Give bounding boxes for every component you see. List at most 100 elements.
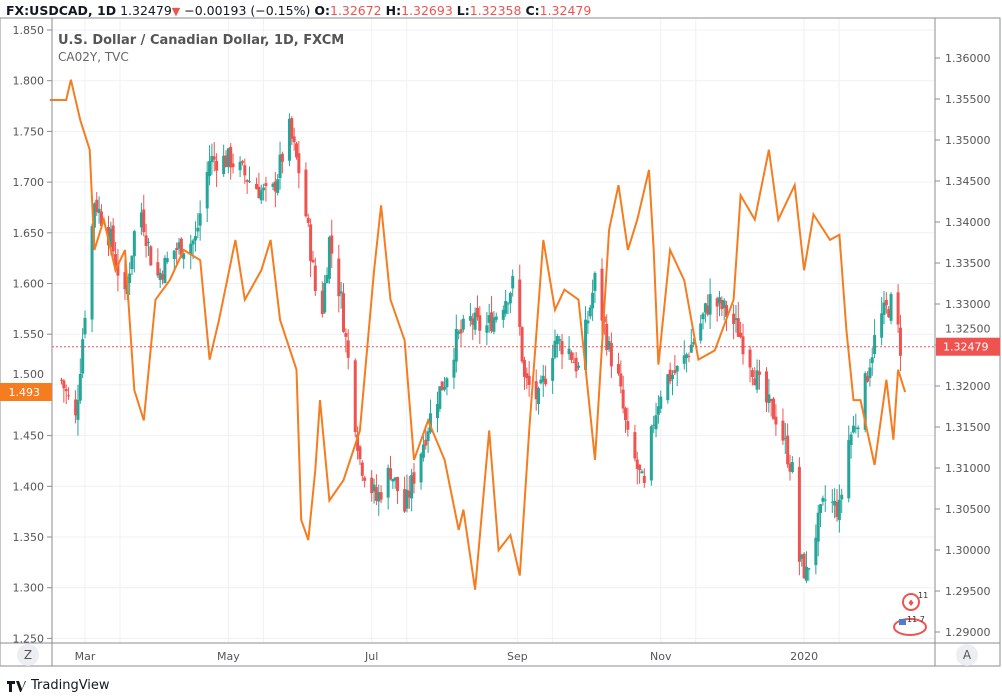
candle <box>280 151 284 174</box>
candle <box>490 296 494 334</box>
candle <box>363 475 367 488</box>
candle <box>741 323 745 365</box>
candle-body <box>475 307 479 318</box>
time-tick-label: Sep <box>507 650 528 663</box>
candle-body <box>854 427 858 429</box>
candle-body <box>144 235 148 246</box>
candle <box>245 179 249 194</box>
candle-body <box>132 231 136 257</box>
candle-body <box>823 499 827 501</box>
candle <box>577 362 580 371</box>
left-tick-label: 1.550 <box>13 328 45 341</box>
candle-body <box>786 435 790 465</box>
candle-body <box>421 444 425 458</box>
high-value: 1.32693 <box>401 3 453 18</box>
candle <box>438 386 442 412</box>
candle <box>330 219 334 269</box>
candle <box>715 296 719 322</box>
candle <box>346 329 350 370</box>
candle-body <box>412 472 416 484</box>
candle <box>833 488 837 519</box>
candle-body <box>116 263 120 276</box>
candle <box>619 360 623 394</box>
candle-body <box>323 283 327 313</box>
legend-main: U.S. Dollar / Canadian Dollar, 1D, FXCM <box>58 33 344 48</box>
candle-body <box>539 379 543 384</box>
candle <box>675 364 679 386</box>
candle <box>295 141 298 160</box>
candle <box>292 127 296 151</box>
candle <box>226 147 230 174</box>
candle-body <box>60 379 63 381</box>
candle <box>379 485 383 504</box>
candle-body <box>320 290 324 315</box>
candle-body <box>158 272 162 280</box>
candle-body <box>64 389 68 392</box>
brand-name: TradingView <box>31 678 110 693</box>
candle-body <box>586 320 590 324</box>
time-tick-label: 2020 <box>790 650 818 663</box>
auto-scale-button[interactable]: A <box>956 644 978 666</box>
candle-body <box>898 327 902 356</box>
candle-body <box>419 453 423 483</box>
candle <box>534 369 538 411</box>
candle <box>609 332 613 378</box>
candle <box>405 474 409 513</box>
candle-body <box>182 253 186 259</box>
candle-body <box>541 375 545 382</box>
candle <box>896 284 900 333</box>
candle-body <box>725 305 729 317</box>
candle <box>248 166 251 183</box>
candle <box>473 307 477 335</box>
candle-body <box>78 374 82 401</box>
candle-body <box>569 352 573 360</box>
candle <box>487 303 491 333</box>
candle <box>849 431 853 459</box>
candle-body <box>748 349 752 368</box>
candle <box>161 270 165 285</box>
candle <box>374 474 378 506</box>
candle <box>372 478 376 504</box>
candle-body <box>501 309 505 320</box>
tradingview-logo-icon <box>7 680 26 692</box>
candle <box>633 424 637 462</box>
candle <box>370 470 374 502</box>
candle <box>271 182 275 191</box>
candle-body <box>149 246 153 266</box>
candle-body <box>849 434 853 445</box>
candle-body <box>76 400 80 420</box>
candle <box>90 223 94 333</box>
left-tick-label: 1.750 <box>13 125 45 138</box>
tradingview-logo[interactable]: TradingView <box>6 678 110 693</box>
candle <box>649 424 653 486</box>
canada-event-icon[interactable]: ♦ 11 <box>902 591 928 611</box>
candle-body <box>226 148 230 167</box>
candle-body <box>478 315 482 331</box>
candle-body <box>605 323 609 350</box>
symbol-name: FX:USDCAD, 1D <box>6 3 117 18</box>
candle <box>783 422 787 454</box>
candle <box>452 348 456 390</box>
candle-body <box>231 163 235 168</box>
candle <box>821 495 825 506</box>
legend-compare: CA02Y, TVC <box>58 50 129 64</box>
candle <box>459 319 463 347</box>
candle-body <box>330 235 334 254</box>
candle <box>854 413 858 434</box>
candle-body <box>262 187 266 191</box>
candle <box>139 202 143 236</box>
right-tick-label: 1.32000 <box>945 380 991 393</box>
candle-body <box>177 242 181 249</box>
chart-frame <box>0 17 1001 667</box>
candle <box>144 223 148 258</box>
candle <box>718 291 721 317</box>
svg-text:11: 11 <box>918 591 928 600</box>
us-event-icon[interactable]: 11 7 <box>893 615 927 636</box>
zoom-reset-button[interactable]: Z <box>17 644 39 666</box>
candle <box>656 395 660 424</box>
candle <box>412 462 416 494</box>
candle-body <box>840 494 844 500</box>
candle <box>337 244 341 313</box>
candle <box>553 329 557 360</box>
